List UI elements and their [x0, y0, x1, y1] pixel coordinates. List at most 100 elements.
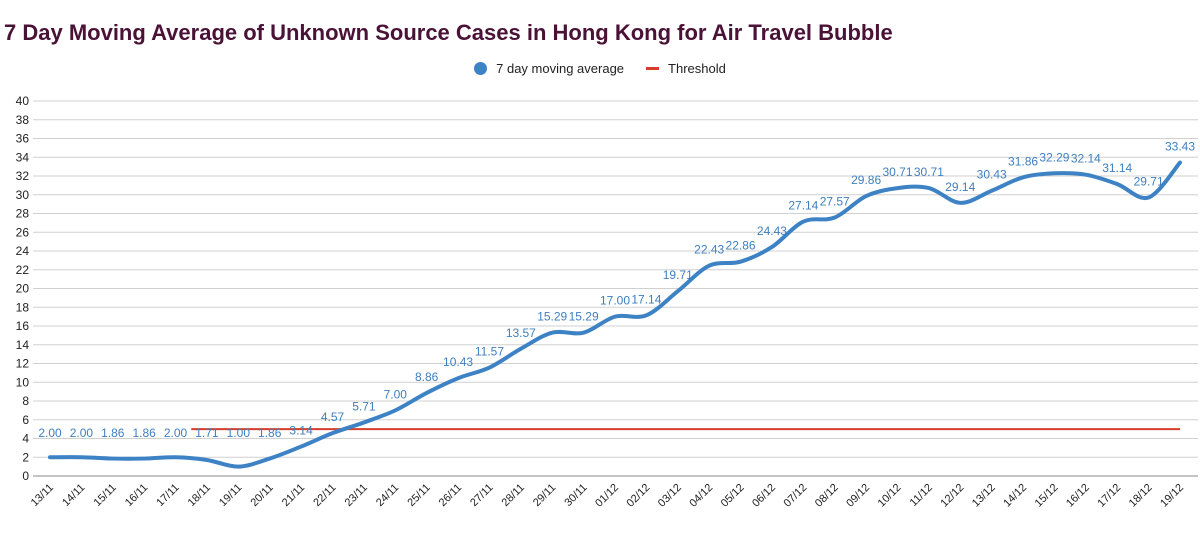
data-point: [331, 431, 335, 435]
y-tick-label: 20: [16, 282, 30, 296]
x-tick-label: 09/12: [844, 482, 872, 510]
x-tick-label: 16/11: [123, 482, 150, 509]
data-label: 10.43: [443, 355, 473, 369]
data-point: [48, 455, 52, 459]
data-label: 2.00: [38, 426, 62, 440]
data-label: 1.86: [132, 426, 156, 440]
x-tick-label: 29/11: [531, 482, 558, 509]
data-point: [236, 465, 240, 469]
series-layer: [48, 160, 1182, 469]
y-tick-label: 16: [16, 319, 30, 333]
data-label: 17.00: [600, 294, 630, 308]
x-tick-label: 02/12: [625, 482, 653, 510]
data-point: [864, 194, 868, 198]
y-tick-label: 36: [16, 132, 30, 146]
data-point: [79, 455, 83, 459]
x-tick-label: 13/12: [970, 482, 998, 510]
data-point: [676, 289, 680, 293]
data-point: [425, 391, 429, 395]
x-tick-label: 27/11: [468, 482, 495, 509]
data-label: 2.00: [164, 426, 188, 440]
y-tick-label: 30: [16, 188, 30, 202]
data-point: [582, 331, 586, 335]
legend-item-moving-average[interactable]: 7 day moving average: [474, 61, 624, 76]
y-tick-label: 4: [22, 432, 29, 446]
data-point: [833, 216, 837, 220]
legend-item-threshold[interactable]: Threshold: [646, 61, 726, 76]
x-tick-label: 18/11: [186, 482, 213, 509]
x-tick-label: 07/12: [782, 482, 810, 510]
x-tick-label: 24/11: [374, 482, 401, 509]
x-tick-label: 15/11: [92, 482, 119, 509]
y-tick-label: 32: [16, 169, 30, 183]
x-tick-label: 05/12: [719, 482, 747, 510]
x-tick-label: 19/12: [1158, 482, 1186, 510]
x-tick-label: 25/11: [405, 482, 432, 509]
data-point: [1052, 171, 1056, 175]
y-tick-label: 6: [22, 413, 29, 427]
data-point: [519, 347, 523, 351]
data-label: 13.57: [506, 326, 536, 340]
y-tick-label: 34: [16, 150, 30, 164]
x-tick-label: 14/12: [1001, 482, 1029, 510]
data-label: 31.14: [1102, 161, 1132, 175]
y-tick-label: 38: [16, 113, 30, 127]
data-point: [1147, 195, 1151, 199]
data-label: 32.29: [1039, 150, 1069, 164]
data-point: [707, 264, 711, 268]
x-tick-label: 19/11: [217, 482, 244, 509]
x-tick-label: 12/12: [938, 482, 966, 510]
data-label: 5.71: [352, 399, 376, 413]
x-tick-label: 23/11: [343, 482, 370, 509]
x-tick-label: 08/12: [813, 482, 841, 510]
data-label: 17.14: [631, 292, 661, 306]
legend-label-moving-average: 7 day moving average: [496, 61, 625, 76]
data-label: 19.71: [663, 268, 693, 282]
data-label: 3.14: [289, 424, 313, 438]
x-axis-ticks: 13/11 14/11 15/11 16/11 17/11 18/11 19/11 20/11…: [29, 482, 1186, 510]
moving-average-line: [48, 160, 1182, 469]
data-point: [142, 457, 146, 461]
grid-lines: [33, 100, 1198, 477]
data-point: [362, 420, 366, 424]
y-tick-label: 10: [16, 375, 30, 389]
y-tick-label: 14: [16, 338, 30, 352]
data-point: [1178, 161, 1182, 165]
y-tick-label: 24: [16, 244, 30, 258]
data-point: [990, 189, 994, 193]
data-label: 29.86: [851, 173, 881, 187]
x-tick-label: 22/11: [311, 482, 338, 509]
x-tick-label: 28/11: [500, 482, 527, 509]
data-label: 15.29: [537, 310, 567, 324]
data-label: 30.43: [977, 168, 1007, 182]
data-point: [111, 457, 115, 461]
data-label: 22.43: [694, 243, 724, 257]
data-label: 27.14: [788, 199, 818, 213]
data-label: 33.43: [1165, 140, 1195, 154]
legend-circle-icon: [474, 62, 488, 75]
data-label: 1.86: [258, 426, 282, 440]
x-tick-label: 30/11: [562, 482, 589, 509]
x-tick-label: 01/12: [593, 482, 621, 510]
x-tick-label: 18/12: [1127, 482, 1155, 510]
x-tick-label: 14/11: [60, 482, 87, 509]
data-label: 7.00: [384, 387, 408, 401]
y-tick-label: 12: [16, 357, 30, 371]
data-point: [205, 458, 209, 462]
y-tick-label: 22: [16, 263, 30, 277]
data-point: [268, 457, 272, 461]
data-point: [487, 366, 491, 370]
data-label: 32.14: [1071, 152, 1101, 166]
data-label: 8.86: [415, 370, 439, 384]
data-label: 24.43: [757, 224, 787, 238]
data-label: 31.86: [1008, 154, 1038, 168]
x-tick-label: 06/12: [750, 482, 778, 510]
data-label: 30.71: [914, 165, 944, 179]
data-label: 27.57: [820, 195, 850, 209]
x-tick-label: 21/11: [280, 482, 307, 509]
data-point: [958, 201, 962, 205]
data-point: [1084, 173, 1088, 177]
y-tick-label: 2: [22, 450, 29, 464]
data-point: [801, 220, 805, 224]
